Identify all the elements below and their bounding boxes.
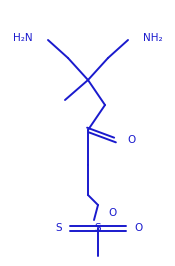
Text: O: O xyxy=(127,135,135,145)
Text: O: O xyxy=(134,223,142,233)
Text: NH₂: NH₂ xyxy=(143,33,163,43)
Text: H₂N: H₂N xyxy=(13,33,33,43)
Text: S: S xyxy=(95,223,101,233)
Text: S: S xyxy=(55,223,62,233)
Text: O: O xyxy=(108,208,116,218)
